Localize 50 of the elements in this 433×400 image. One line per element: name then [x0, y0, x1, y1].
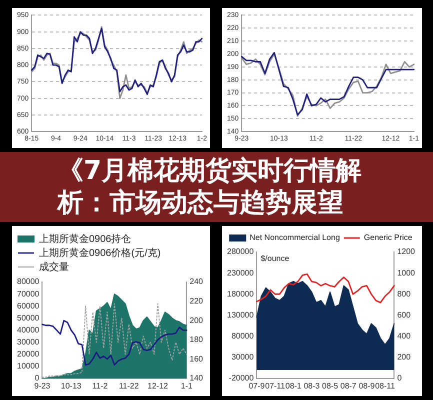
y-tick-label: 30000: [231, 352, 254, 362]
y-tick-label: 80000: [16, 277, 40, 286]
x-tick-label: 08-5: [322, 381, 339, 390]
y2-tick-label: 140: [190, 374, 204, 383]
x-tick-label: 07-11: [265, 381, 286, 390]
y2-tick-label: 800: [397, 289, 412, 298]
x-tick-label: 08-3: [304, 381, 320, 390]
y2-tick-label: 1000: [397, 268, 416, 278]
y2-tick-label: 240: [190, 277, 204, 286]
y2-tick-label: 180: [190, 335, 204, 344]
x-tick-label: 08-9: [358, 381, 376, 390]
legend-label: 成交量: [39, 260, 69, 273]
y-tick-label: -20000: [228, 374, 254, 383]
y-tick-label: 180000: [226, 289, 254, 298]
y2-tick-label: 0: [397, 374, 402, 383]
y2-tick-label: 200: [397, 352, 412, 362]
x-tick-label: 08-7: [340, 381, 357, 390]
x-tick-label: 08-1: [285, 381, 302, 390]
text: 《7月棉花期货实时行情解析：市场动态与趋势展望: [58, 155, 363, 219]
y-tick-label: 230000: [226, 268, 254, 278]
y-tick-label: 40000: [16, 325, 40, 334]
y2-tick-label: 1200: [397, 247, 416, 256]
x-tick-label: 11-2: [92, 381, 108, 390]
x-tick-label: 10-13: [60, 381, 82, 390]
x-tick-label: 08-11: [375, 381, 396, 390]
y2-tick-label: 160: [190, 354, 204, 364]
y-tick-label: 80000: [231, 331, 254, 340]
x-tick-label: 12-12: [148, 381, 169, 390]
y-tick-label: 50000: [16, 313, 40, 322]
y2-tick-label: 400: [397, 331, 412, 340]
y2-tick-label: 220: [190, 296, 204, 306]
legend-label: 上期所黄金0906价格(元/克): [39, 246, 161, 259]
y-tick-label: 70000: [16, 289, 40, 298]
y-tick-label: 20000: [16, 350, 40, 359]
legend-label: Net Noncommercial Long: [250, 233, 340, 242]
annotation: $/ounce: [260, 254, 290, 264]
y2-tick-label: 200: [190, 316, 204, 325]
x-tick-label: 07-9: [248, 381, 266, 390]
y-tick-label: 0: [34, 374, 40, 383]
y-tick-label: 60000: [16, 301, 40, 310]
y-tick-label: 30000: [16, 337, 40, 346]
x-tick-label: 1-1: [180, 381, 193, 390]
x-tick-label: 11-22: [118, 381, 140, 390]
x-tick-label: 9-23: [34, 381, 51, 390]
y-tick-label: 130000: [226, 310, 254, 320]
y-tick-label: 10000: [16, 362, 40, 371]
y2-tick-label: 600: [397, 310, 412, 320]
legend-label: 上期所黄金0906持仓: [39, 232, 132, 245]
legend-label: Generic Price: [364, 233, 413, 242]
y-tick-label: 280000: [226, 247, 254, 256]
